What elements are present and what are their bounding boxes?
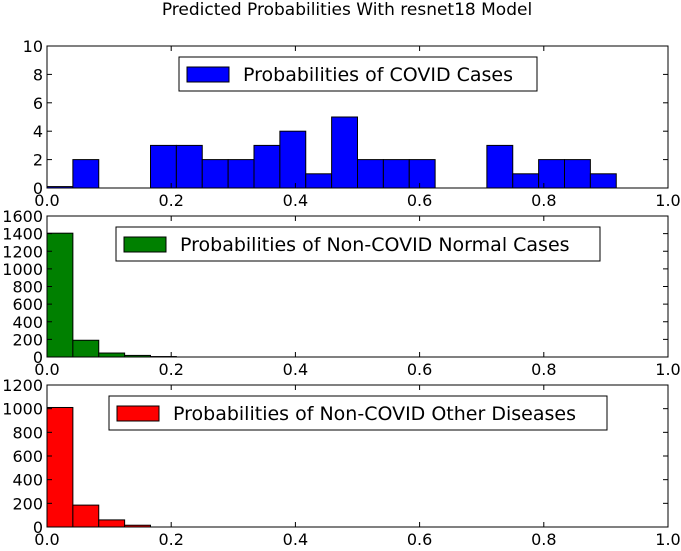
histogram-bar	[201, 159, 229, 189]
x-tick-label: 0.8	[531, 360, 556, 379]
plot-frame	[46, 45, 669, 189]
y-tick-label: 1000	[2, 260, 43, 279]
x-tick-label: 0.4	[283, 530, 308, 549]
y-tick-label: 0	[33, 179, 43, 198]
x-tick-label: 1.0	[655, 360, 680, 379]
y-tick-label: 8	[33, 65, 43, 84]
y-tick-label: 6	[33, 94, 43, 113]
histogram-bar	[486, 144, 514, 189]
y-tick-label: 200	[12, 494, 43, 513]
y-tick-label: 1400	[2, 225, 43, 244]
histogram-bar	[538, 159, 566, 189]
histogram-panel-1: 0 2 4 6 8 10 0.0 0.2 0.4 0.6 0.8 1.0 Probabilities o…	[23, 37, 681, 210]
legend-swatch	[116, 405, 160, 422]
legend-label: Probabilities of COVID Cases	[243, 64, 513, 86]
histogram-bar	[150, 144, 177, 189]
histogram-bar	[512, 173, 540, 189]
histogram-bar	[72, 339, 100, 358]
x-tick-label: 1.0	[655, 530, 680, 549]
x-tick-label: 0.8	[531, 191, 556, 210]
histogram-bar	[357, 159, 384, 189]
legend-swatch	[123, 236, 167, 253]
histogram-bar	[305, 173, 333, 189]
x-tick-label: 0.0	[34, 191, 59, 210]
x-tick-label: 0.4	[283, 360, 308, 379]
histogram-bar	[331, 116, 358, 189]
histogram-bar	[227, 159, 255, 189]
histogram-panel-3: 0 200 400 600 800 1000 1200 0.0 0.2 0.4 0.6 0.8 1.0 P…	[2, 376, 680, 549]
histogram-bar	[382, 159, 410, 189]
y-tick-label: 800	[12, 423, 43, 442]
legend-box	[178, 56, 538, 92]
x-tick-label: 0.4	[283, 191, 308, 210]
x-tick-label: 0.6	[407, 191, 432, 210]
x-tick-label: 0.6	[407, 360, 432, 379]
x-tick-label: 0.2	[158, 530, 183, 549]
legend-box	[115, 226, 601, 262]
y-tick-label: 10	[23, 37, 43, 56]
y-tick-label: 400	[12, 313, 43, 332]
y-tick-label: 1600	[2, 207, 43, 226]
y-tick-label: 1200	[2, 242, 43, 261]
histogram-bar	[589, 173, 617, 189]
x-tick-label: 0.8	[531, 530, 556, 549]
y-tick-label: 600	[12, 447, 43, 466]
histogram-bar	[98, 352, 126, 358]
histogram-bar	[46, 232, 74, 358]
y-tick-label: 2	[33, 151, 43, 170]
histogram-bar	[72, 504, 100, 528]
histogram-bar	[175, 144, 203, 189]
histogram-bar	[253, 144, 281, 189]
y-tick-label: 0	[33, 348, 43, 367]
histogram-bar	[98, 519, 126, 528]
y-tick-label: 1000	[2, 400, 43, 419]
histogram-bar	[279, 130, 307, 189]
y-tick-label: 200	[12, 330, 43, 349]
x-tick-label: 0.2	[158, 191, 183, 210]
legend-label: Probabilities of Non-COVID Other Disease…	[173, 403, 576, 425]
histogram-bar	[408, 159, 436, 189]
y-tick-label: 600	[12, 295, 43, 314]
legend-swatch	[186, 66, 230, 83]
histogram-bar	[563, 159, 591, 189]
y-tick-label: 1200	[2, 376, 43, 395]
y-tick-label: 0	[33, 518, 43, 537]
y-tick-label: 800	[12, 278, 43, 297]
y-tick-label: 400	[12, 471, 43, 490]
y-tick-label: 4	[33, 122, 43, 141]
legend: Probabilities of Non-COVID Normal Cases	[115, 226, 601, 262]
legend-box	[108, 395, 608, 431]
x-tick-label: 0.0	[34, 360, 59, 379]
x-tick-label: 0.6	[407, 530, 432, 549]
x-tick-label: 0.2	[158, 360, 183, 379]
x-tick-label: 1.0	[655, 191, 680, 210]
legend: Probabilities of Non-COVID Other Disease…	[108, 395, 608, 431]
legend: Probabilities of COVID Cases	[178, 56, 538, 92]
histogram-bar	[72, 159, 100, 189]
histogram-bar	[46, 406, 74, 528]
x-tick-label: 0.0	[34, 530, 59, 549]
chart-title: Predicted Probabilities With resnet18 Mo…	[162, 0, 532, 20]
legend-label: Probabilities of Non-COVID Normal Cases	[180, 234, 570, 256]
